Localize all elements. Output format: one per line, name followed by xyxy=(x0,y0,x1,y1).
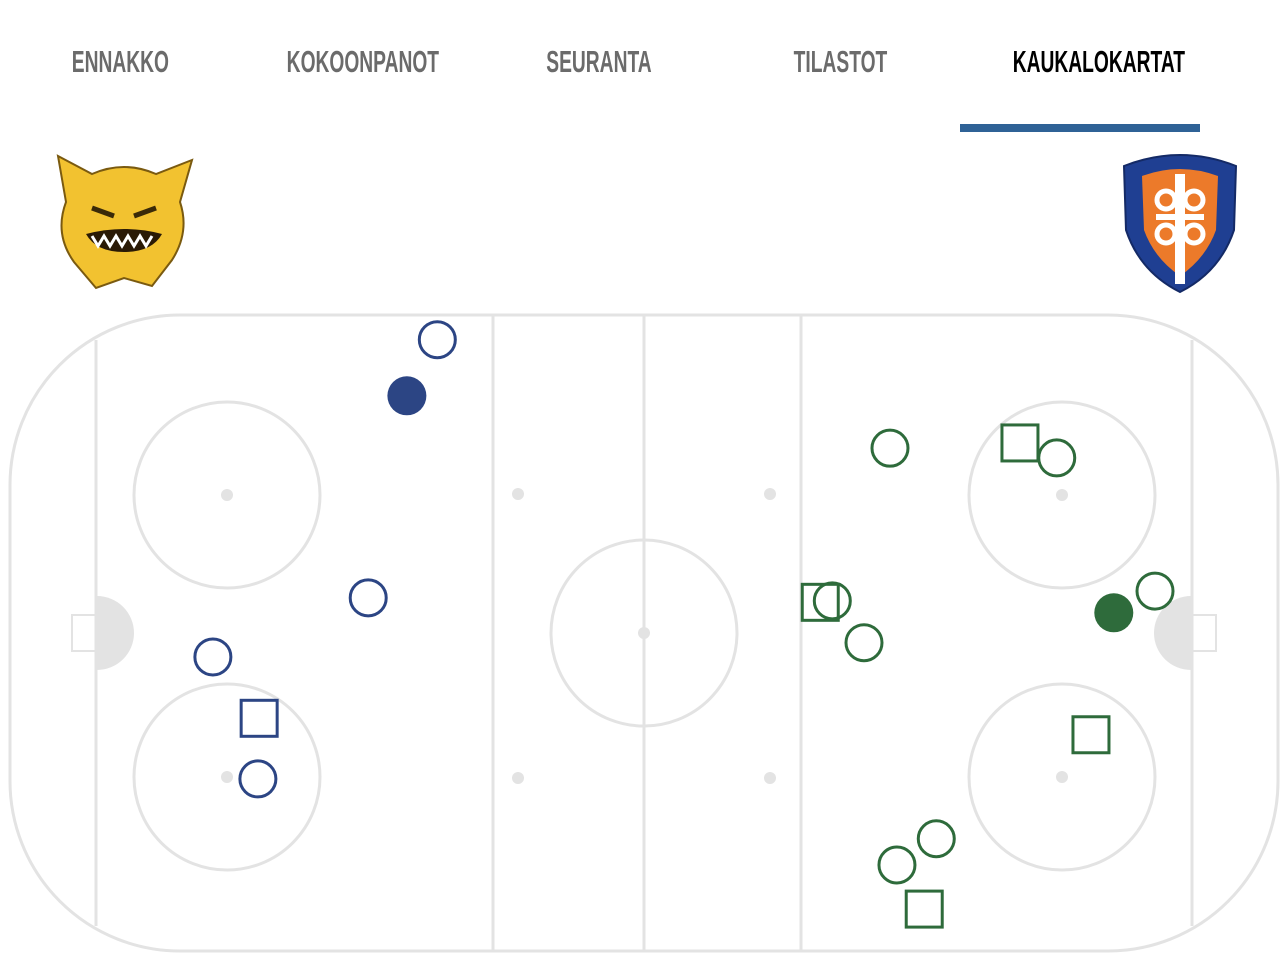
faceoff-circle xyxy=(132,682,322,872)
shot-marker-home-circle-open[interactable] xyxy=(238,759,278,799)
shot-marker-home-circle-open[interactable] xyxy=(417,320,457,360)
faceoff-dot xyxy=(638,627,650,639)
faceoff-dot xyxy=(764,488,776,500)
faceoff-dot xyxy=(512,772,524,784)
lynx-logo-icon xyxy=(56,154,194,290)
tab-label: ENNAKKO xyxy=(71,44,169,79)
tab-ennakko[interactable]: ENNAKKO xyxy=(0,44,240,80)
tab-label: SEURANTA xyxy=(546,44,652,79)
center-circle xyxy=(549,538,739,728)
shot-marker-away-circle-open[interactable] xyxy=(916,819,956,859)
rink-boards xyxy=(8,313,1280,953)
faceoff-circle xyxy=(132,400,322,590)
shot-marker-home-square-open[interactable] xyxy=(239,698,279,738)
faceoff-circle xyxy=(967,400,1157,590)
shot-marker-away-square-open[interactable] xyxy=(1000,423,1040,463)
tab-label: TILASTOT xyxy=(793,44,887,79)
goal-crease-right xyxy=(1154,596,1191,670)
shot-marker-away-square-open[interactable] xyxy=(904,889,944,929)
shot-marker-away-circle-open[interactable] xyxy=(1037,438,1077,478)
faceoff-dot xyxy=(1056,771,1068,783)
shot-marker-away-circle-open[interactable] xyxy=(877,845,917,885)
faceoff-circle xyxy=(967,682,1157,872)
goal-crease-left xyxy=(97,596,134,670)
shot-marker-home-circle-filled[interactable] xyxy=(387,376,427,416)
shot-marker-away-circle-open[interactable] xyxy=(870,428,910,468)
shot-marker-home-circle-open[interactable] xyxy=(348,578,388,618)
shield-logo-icon xyxy=(1122,154,1238,294)
faceoff-dot xyxy=(764,772,776,784)
shot-marker-away-circle-open[interactable] xyxy=(812,581,852,621)
active-tab-indicator xyxy=(960,124,1200,132)
tab-label: KAUKALOKARTAT xyxy=(1012,44,1186,79)
shot-marker-away-square-open[interactable] xyxy=(1071,715,1111,755)
shot-marker-away-circle-open[interactable] xyxy=(1135,571,1175,611)
faceoff-dot xyxy=(221,489,233,501)
shot-marker-away-circle-open[interactable] xyxy=(844,623,884,663)
goal-net-left xyxy=(71,614,97,652)
tab-seuranta[interactable]: SEURANTA xyxy=(479,44,719,80)
tab-kokoonpanot[interactable]: KOKOONPANOT xyxy=(240,44,480,80)
shot-marker-away-square-open[interactable] xyxy=(800,582,840,622)
faceoff-dot xyxy=(512,488,524,500)
faceoff-dot xyxy=(221,771,233,783)
shot-marker-away-circle-filled[interactable] xyxy=(1094,593,1134,633)
faceoff-dot xyxy=(1056,489,1068,501)
tab-label: KOKOONPANOT xyxy=(286,44,440,79)
tab-tilastot[interactable]: TILASTOT xyxy=(720,44,960,80)
tab-kaukalokartat[interactable]: KAUKALOKARTAT xyxy=(960,44,1200,80)
shot-marker-home-circle-open[interactable] xyxy=(193,637,233,677)
goal-net-right xyxy=(1191,614,1217,652)
